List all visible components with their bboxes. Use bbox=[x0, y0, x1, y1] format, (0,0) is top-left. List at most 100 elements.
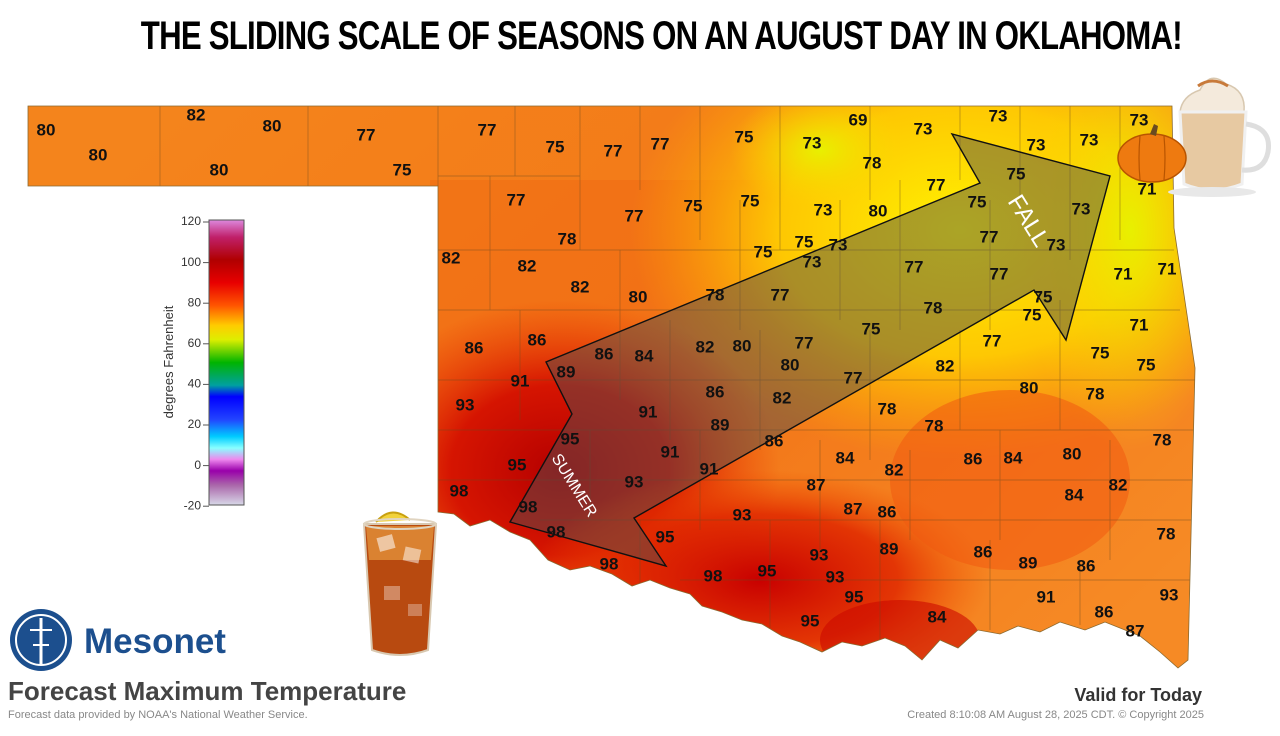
temperature-label: 77 bbox=[625, 206, 644, 225]
temperature-label: 78 bbox=[706, 285, 725, 304]
temperature-label: 73 bbox=[914, 119, 933, 138]
temperature-label: 80 bbox=[1063, 444, 1082, 463]
temperature-label: 93 bbox=[1160, 585, 1179, 604]
temperature-label: 84 bbox=[928, 607, 947, 626]
temperature-label: 98 bbox=[704, 566, 723, 585]
temperature-label: 86 bbox=[974, 542, 993, 561]
legend-tick-label: 100 bbox=[181, 255, 201, 269]
temperature-label: 78 bbox=[1086, 384, 1105, 403]
temperature-label: 78 bbox=[924, 298, 943, 317]
legend-tick-label: 80 bbox=[188, 295, 202, 309]
temperature-label: 86 bbox=[528, 330, 547, 349]
temperature-label: 75 bbox=[862, 319, 881, 338]
temperature-label: 89 bbox=[711, 415, 730, 434]
temperature-label: 82 bbox=[885, 460, 904, 479]
temperature-label: 91 bbox=[511, 371, 530, 390]
temperature-label: 77 bbox=[990, 264, 1009, 283]
temperature-label: 84 bbox=[836, 448, 855, 467]
temperature-label: 95 bbox=[656, 527, 675, 546]
temperature-label: 95 bbox=[845, 587, 864, 606]
temperature-label: 98 bbox=[519, 497, 538, 516]
temperature-label: 82 bbox=[571, 277, 590, 296]
fall-arrow bbox=[508, 132, 1111, 568]
temperature-label: 95 bbox=[561, 429, 580, 448]
temperature-label: 69 bbox=[849, 110, 868, 129]
temperature-label: 95 bbox=[801, 611, 820, 630]
temperature-label: 77 bbox=[651, 134, 670, 153]
legend-tick-label: -20 bbox=[184, 498, 202, 512]
temperature-label: 80 bbox=[89, 145, 108, 164]
temperature-label: 75 bbox=[741, 191, 760, 210]
temperature-label: 77 bbox=[980, 227, 999, 246]
temperature-label: 77 bbox=[795, 333, 814, 352]
temperature-label: 75 bbox=[968, 192, 987, 211]
temperature-label: 82 bbox=[442, 248, 461, 267]
temperature-label: 86 bbox=[706, 382, 725, 401]
legend-tick-label: 0 bbox=[194, 458, 201, 472]
temperature-label: 75 bbox=[1034, 287, 1053, 306]
temperature-label: 77 bbox=[604, 141, 623, 160]
pumpkin-latte-icon bbox=[1117, 77, 1272, 197]
legend-tick-label: 40 bbox=[188, 377, 202, 391]
temperature-label: 78 bbox=[863, 153, 882, 172]
temperature-label: 93 bbox=[456, 395, 475, 414]
temperature-label: 87 bbox=[1126, 621, 1145, 640]
temperature-label: 78 bbox=[925, 416, 944, 435]
legend-tick-label: 60 bbox=[188, 336, 202, 350]
temperature-label: 84 bbox=[1065, 485, 1084, 504]
temperature-label: 80 bbox=[629, 287, 648, 306]
temperature-label: 77 bbox=[983, 331, 1002, 350]
temperature-label: 91 bbox=[700, 459, 719, 478]
temperature-label: 89 bbox=[1019, 553, 1038, 572]
temperature-label: 95 bbox=[508, 455, 527, 474]
mesonet-logo bbox=[10, 609, 72, 671]
created-timestamp: Created 8:10:08 AM August 28, 2025 CDT. … bbox=[907, 709, 1204, 721]
temperature-label: 80 bbox=[210, 160, 229, 179]
temperature-label: 84 bbox=[635, 346, 654, 365]
temperature-label: 82 bbox=[1109, 475, 1128, 494]
temperature-label: 73 bbox=[1080, 130, 1099, 149]
data-credit: Forecast data provided by NOAA's Nationa… bbox=[8, 709, 308, 721]
temperature-label: 71 bbox=[1158, 259, 1177, 278]
temperature-label: 73 bbox=[1072, 199, 1091, 218]
temperature-label: 71 bbox=[1130, 315, 1149, 334]
temperature-label: 98 bbox=[547, 522, 566, 541]
valid-label: Valid for Today bbox=[1074, 685, 1202, 705]
temperature-label: 73 bbox=[803, 252, 822, 271]
temperature-label: 86 bbox=[964, 449, 983, 468]
temperature-label: 95 bbox=[758, 561, 777, 580]
temperature-label: 73 bbox=[814, 200, 833, 219]
color-legend: 120 100 80 60 40 20 0 -20 degrees Fahrenheit bbox=[161, 214, 245, 512]
temperature-label: 80 bbox=[263, 116, 282, 135]
temperature-label: 75 bbox=[1023, 305, 1042, 324]
temperature-label: 84 bbox=[1004, 448, 1023, 467]
temperature-label: 75 bbox=[795, 232, 814, 251]
temperature-label: 80 bbox=[869, 201, 888, 220]
temperature-label: 78 bbox=[1157, 524, 1176, 543]
temperature-label: 73 bbox=[989, 106, 1008, 125]
temperature-label: 77 bbox=[357, 125, 376, 144]
temperature-label: 86 bbox=[465, 338, 484, 357]
temperature-label: 77 bbox=[771, 285, 790, 304]
temperature-label: 75 bbox=[393, 160, 412, 179]
temperature-label: 78 bbox=[878, 399, 897, 418]
temperature-label: 75 bbox=[1137, 355, 1156, 374]
temperature-label: 82 bbox=[187, 105, 206, 124]
temperature-label: 93 bbox=[733, 505, 752, 524]
iced-tea-icon bbox=[362, 511, 438, 656]
temperature-label: 82 bbox=[518, 256, 537, 275]
temperature-label: 87 bbox=[807, 475, 826, 494]
temperature-label: 86 bbox=[595, 344, 614, 363]
temperature-label: 93 bbox=[810, 545, 829, 564]
temperature-label: 75 bbox=[1007, 164, 1026, 183]
temperature-label: 75 bbox=[684, 196, 703, 215]
temperature-label: 98 bbox=[600, 554, 619, 573]
temperature-label: 77 bbox=[507, 190, 526, 209]
temperature-label: 80 bbox=[1020, 378, 1039, 397]
temperature-label: 75 bbox=[546, 137, 565, 156]
temperature-label: 93 bbox=[625, 472, 644, 491]
temperature-label: 80 bbox=[37, 120, 56, 139]
temperature-label: 77 bbox=[905, 257, 924, 276]
